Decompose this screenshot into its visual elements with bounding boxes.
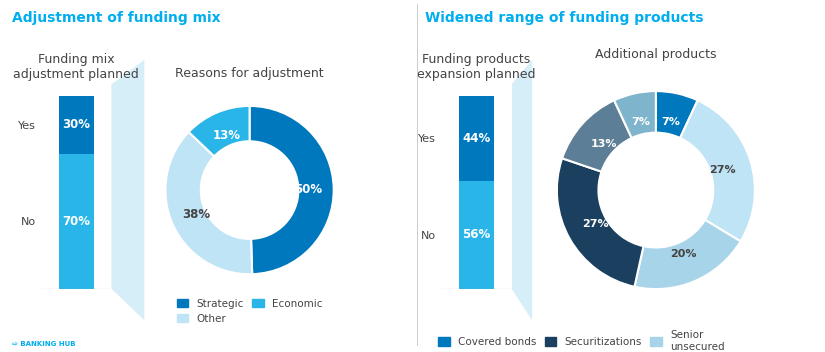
Text: 7%: 7% xyxy=(631,118,650,127)
Text: 38%: 38% xyxy=(182,208,210,221)
Bar xyxy=(459,181,494,289)
Title: Additional products: Additional products xyxy=(595,48,717,61)
Text: 56%: 56% xyxy=(462,228,491,241)
Text: 13%: 13% xyxy=(212,130,240,143)
Text: 13%: 13% xyxy=(591,139,618,149)
Legend: Strategic, Other, Economic: Strategic, Other, Economic xyxy=(172,294,327,328)
Bar xyxy=(459,96,494,181)
Wedge shape xyxy=(557,158,644,287)
Text: 27%: 27% xyxy=(582,219,609,229)
Text: 44%: 44% xyxy=(462,132,491,145)
Text: Widened range of funding products: Widened range of funding products xyxy=(425,11,704,25)
Text: 20%: 20% xyxy=(670,249,696,259)
Title: Funding products
expansion planned: Funding products expansion planned xyxy=(417,53,535,81)
Text: 7%: 7% xyxy=(662,118,681,127)
Text: 30%: 30% xyxy=(63,118,90,131)
Bar xyxy=(59,154,94,289)
Wedge shape xyxy=(634,220,741,289)
Wedge shape xyxy=(562,100,632,172)
Text: Adjustment of funding mix: Adjustment of funding mix xyxy=(12,11,221,25)
Text: ⇨ BANKING HUB: ⇨ BANKING HUB xyxy=(12,341,76,347)
Text: 50%: 50% xyxy=(295,183,323,196)
Bar xyxy=(59,96,94,154)
Text: 27%: 27% xyxy=(709,165,735,175)
Wedge shape xyxy=(656,91,698,138)
Title: Funding mix
adjustment planned: Funding mix adjustment planned xyxy=(13,53,139,81)
Wedge shape xyxy=(189,106,250,156)
Wedge shape xyxy=(614,91,656,138)
Text: 70%: 70% xyxy=(63,215,90,228)
Title: Reasons for adjustment: Reasons for adjustment xyxy=(175,67,324,80)
Wedge shape xyxy=(166,132,252,274)
Wedge shape xyxy=(680,100,755,241)
Legend: Covered bonds, Retail deposits, Securitizations, Subordinated
capital, Senior
un: Covered bonds, Retail deposits, Securiti… xyxy=(434,326,729,352)
Wedge shape xyxy=(249,106,333,274)
